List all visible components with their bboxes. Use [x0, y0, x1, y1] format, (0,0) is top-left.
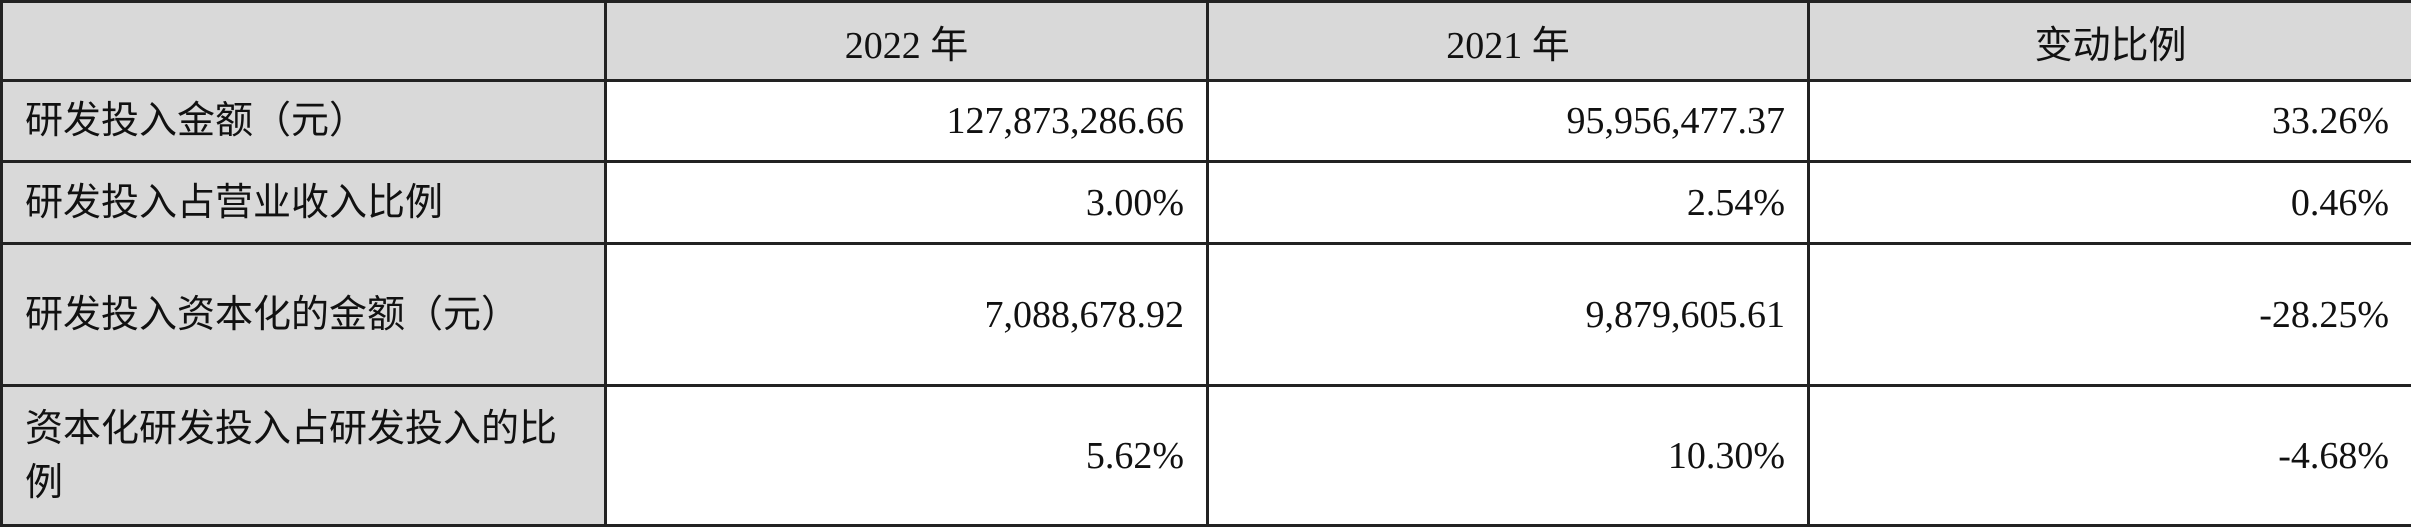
value-2021: 2.54% [1208, 162, 1809, 244]
row-label: 资本化研发投入占研发投入的比例 [2, 386, 606, 526]
header-row: 2022 年 2021 年 变动比例 [2, 2, 2411, 81]
row-label: 研发投入金额（元） [2, 81, 606, 162]
value-2022: 3.00% [606, 162, 1208, 244]
table-row: 研发投入金额（元） 127,873,286.66 95,956,477.37 3… [2, 81, 2411, 162]
value-2022: 127,873,286.66 [606, 81, 1208, 162]
row-label: 研发投入占营业收入比例 [2, 162, 606, 244]
header-2021: 2021 年 [1208, 2, 1809, 81]
value-2022: 5.62% [606, 386, 1208, 526]
value-change: 33.26% [1809, 81, 2411, 162]
value-change: -4.68% [1809, 386, 2411, 526]
table-row: 研发投入资本化的金额（元） 7,088,678.92 9,879,605.61 … [2, 244, 2411, 386]
header-blank [2, 2, 606, 81]
value-2021: 10.30% [1208, 386, 1809, 526]
value-2021: 95,956,477.37 [1208, 81, 1809, 162]
value-change: -28.25% [1809, 244, 2411, 386]
table-row: 研发投入占营业收入比例 3.00% 2.54% 0.46% [2, 162, 2411, 244]
table-row: 资本化研发投入占研发投入的比例 5.62% 10.30% -4.68% [2, 386, 2411, 526]
value-2021: 9,879,605.61 [1208, 244, 1809, 386]
value-2022: 7,088,678.92 [606, 244, 1208, 386]
value-change: 0.46% [1809, 162, 2411, 244]
header-2022: 2022 年 [606, 2, 1208, 81]
row-label: 研发投入资本化的金额（元） [2, 244, 606, 386]
header-change: 变动比例 [1809, 2, 2411, 81]
